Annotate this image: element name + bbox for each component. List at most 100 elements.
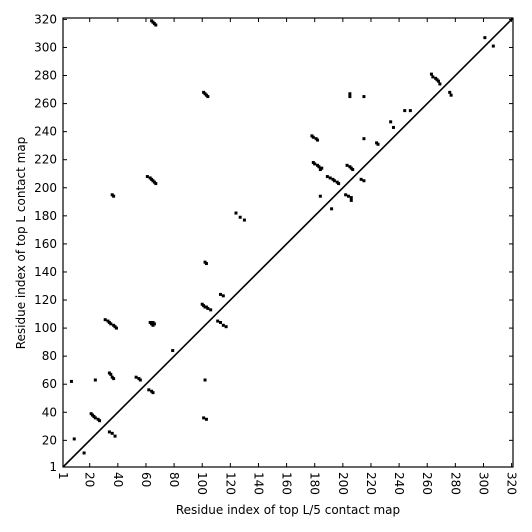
contact-point: [113, 434, 117, 438]
x-tick-label: 280: [448, 472, 462, 495]
contact-point: [216, 319, 220, 323]
contact-point: [147, 388, 151, 392]
contact-point: [109, 322, 113, 326]
contact-point: [103, 318, 107, 322]
y-tick-label: 220: [34, 153, 57, 167]
contact-point: [346, 194, 350, 198]
y-tick-label: 280: [34, 69, 57, 83]
contact-point: [110, 431, 114, 435]
x-tick-label: 160: [280, 472, 294, 495]
contact-point: [448, 90, 452, 94]
contact-point: [348, 92, 352, 96]
contact-point: [408, 109, 412, 113]
plot-frame: [62, 17, 514, 468]
contact-point: [403, 109, 407, 113]
contact-point: [317, 165, 321, 169]
contact-point: [242, 218, 246, 222]
y-tick-label: 160: [34, 237, 57, 251]
contact-point: [362, 179, 366, 183]
contact-point: [318, 194, 322, 198]
x-tick-label: 300: [476, 472, 490, 495]
contact-point: [359, 177, 363, 181]
contact-point: [93, 378, 97, 382]
contact-point: [389, 120, 393, 124]
y-axis-label: Residue index of top L contact map: [14, 137, 28, 350]
contact-point: [219, 320, 222, 324]
x-tick-label: 240: [392, 472, 406, 495]
contact-point: [349, 196, 353, 200]
x-axis-label: Residue index of top L/5 contact map: [176, 503, 400, 517]
x-tick-label: 180: [308, 472, 322, 495]
contact-point: [429, 72, 433, 76]
contact-point: [348, 95, 352, 99]
y-tick-label: 60: [42, 377, 57, 391]
contact-point: [219, 292, 222, 296]
contact-point: [221, 323, 225, 327]
contact-point: [313, 162, 317, 166]
contact-point: [221, 294, 225, 298]
contact-point: [483, 36, 487, 40]
contact-point: [204, 417, 208, 421]
contact-point: [69, 379, 73, 383]
contact-point: [206, 306, 210, 310]
contact-point: [344, 193, 348, 197]
x-tick-label: 80: [167, 472, 181, 487]
x-tick-label: 60: [139, 472, 153, 487]
contact-point: [112, 194, 116, 198]
x-tick-label: 320: [505, 472, 519, 495]
contact-point: [224, 325, 228, 329]
x-tick-label: 20: [83, 472, 97, 487]
contact-point: [145, 175, 149, 179]
y-tick-label: 260: [34, 97, 57, 111]
contact-point: [376, 142, 380, 146]
contact-point: [134, 375, 138, 379]
contact-point: [72, 437, 76, 441]
contact-point: [349, 198, 353, 202]
y-tick-label: 240: [34, 125, 57, 139]
x-tick-label: 1: [56, 472, 70, 480]
y-tick-label: 40: [42, 405, 57, 419]
contact-point: [491, 44, 495, 48]
contact-point: [109, 372, 113, 376]
contact-point: [204, 262, 208, 266]
x-tick-label: 40: [111, 472, 125, 487]
contact-point: [209, 308, 213, 312]
x-tick-label: 200: [336, 472, 350, 495]
x-tick-label: 100: [195, 472, 209, 495]
contact-point: [203, 378, 207, 382]
contact-point: [351, 168, 355, 172]
contact-point: [345, 163, 349, 167]
contact-point: [328, 176, 332, 180]
x-tick-label: 220: [364, 472, 378, 495]
contact-point: [112, 377, 116, 381]
y-tick-label: 320: [34, 12, 57, 26]
contact-point: [449, 93, 453, 97]
contact-point: [325, 175, 329, 179]
contact-point: [318, 168, 322, 172]
y-tick-label: 1: [49, 460, 57, 474]
y-tick-label: 180: [34, 209, 57, 223]
contact-point: [431, 75, 435, 79]
x-tick-label: 120: [223, 472, 237, 495]
y-tick-label: 100: [34, 321, 57, 335]
contact-point: [154, 182, 158, 186]
y-tick-label: 140: [34, 265, 57, 279]
contact-point: [98, 419, 102, 423]
x-tick-label: 260: [420, 472, 434, 495]
contact-point: [332, 179, 336, 183]
x-tick-label: 140: [251, 472, 265, 495]
contact-point: [234, 211, 238, 215]
y-tick-label: 120: [34, 293, 57, 307]
contact-point: [337, 182, 341, 186]
contact-point: [151, 320, 155, 324]
contact-point: [206, 95, 210, 99]
y-tick-label: 20: [42, 433, 57, 447]
contact-point: [138, 378, 142, 382]
contact-point: [436, 79, 440, 83]
contact-point: [311, 135, 315, 139]
contact-point: [391, 125, 395, 129]
contact-point: [438, 82, 442, 86]
contact-point: [151, 391, 155, 395]
